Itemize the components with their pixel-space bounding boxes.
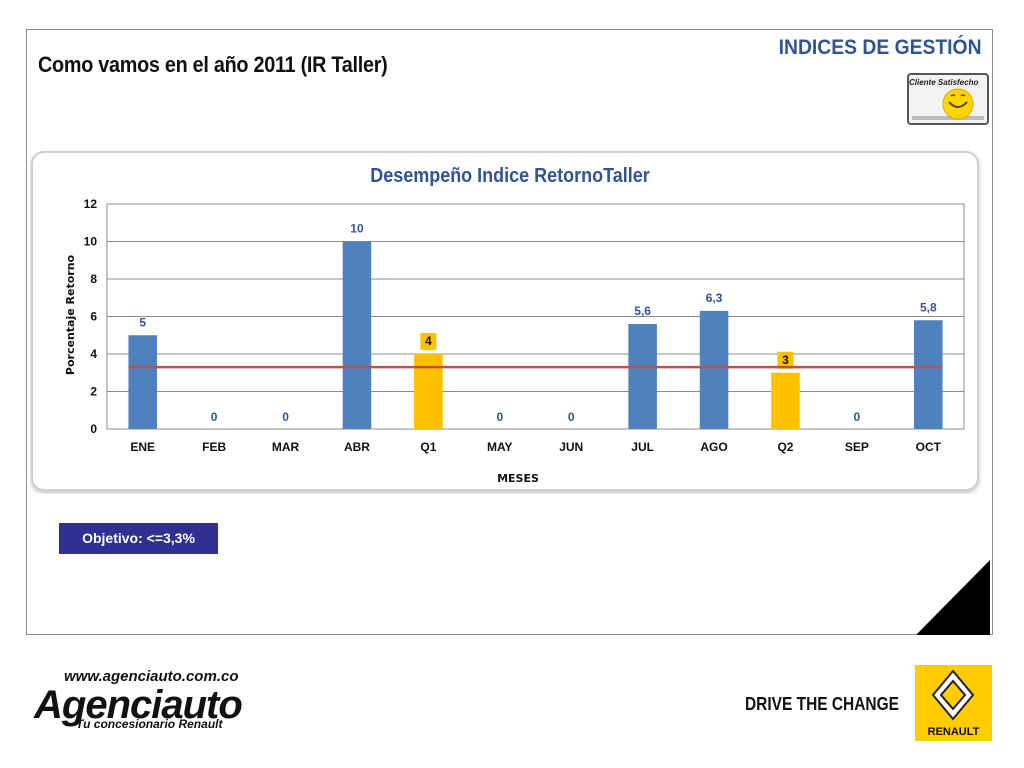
- objective-box: Objetivo: <=3,3%: [59, 523, 218, 554]
- section-title: INDICES DE GESTIÓN: [779, 36, 982, 59]
- x-tick-label: MAY: [487, 440, 513, 454]
- y-tick-label: 2: [90, 385, 97, 399]
- data-label: 10: [350, 222, 364, 236]
- data-label: 0: [282, 410, 289, 424]
- data-label: 0: [496, 410, 503, 424]
- bar: [414, 354, 443, 429]
- renault-wordmark: RENAULT: [927, 726, 980, 738]
- x-tick-label: JUN: [559, 440, 583, 454]
- x-tick-label: MAR: [272, 440, 300, 454]
- bar-chart: Desempeño Indice RetornoTaller Porcentaj…: [31, 151, 979, 491]
- x-tick-label: ENE: [130, 440, 155, 454]
- x-tick-label: JUL: [631, 440, 654, 454]
- y-tick-label: 4: [90, 347, 97, 361]
- data-label: 4: [425, 334, 432, 348]
- bar: [914, 320, 943, 429]
- data-label: 5,6: [634, 304, 651, 318]
- slogan: DRIVE THE CHANGE: [745, 694, 899, 714]
- brand-tagline: Tu concesionario Renault: [76, 717, 223, 731]
- x-tick-label: FEB: [202, 440, 226, 454]
- data-label: 3: [782, 353, 789, 367]
- chart-card: Desempeño Indice RetornoTaller Porcentaj…: [30, 150, 982, 494]
- y-axis-title: Porcentaje Retorno: [64, 254, 77, 375]
- bar: [771, 372, 800, 429]
- page-title: Como vamos en el año 2011 (IR Taller): [38, 52, 388, 77]
- x-tick-label: SEP: [845, 440, 869, 454]
- data-label-box: [420, 333, 437, 350]
- bar: [628, 324, 657, 429]
- y-tick-label: 6: [90, 310, 97, 324]
- chart-title: Desempeño Indice RetornoTaller: [370, 165, 650, 187]
- x-axis-title: MESES: [497, 472, 539, 485]
- x-tick-label: Q2: [777, 440, 793, 454]
- page-corner-icon: [916, 560, 990, 635]
- y-tick-label: 8: [90, 272, 97, 286]
- badge-card-icon: [907, 73, 989, 125]
- bar: [699, 310, 729, 429]
- chart-background: [31, 151, 979, 491]
- bar: [342, 241, 372, 429]
- bar: [128, 335, 157, 429]
- y-tick-label: 12: [84, 197, 98, 211]
- footer-url: www.agenciauto.com.co: [64, 668, 239, 685]
- data-label: 5: [139, 315, 146, 329]
- renault-logo: RENAULT: [915, 665, 992, 741]
- data-label: 5,8: [920, 300, 937, 314]
- x-tick-label: OCT: [916, 440, 942, 454]
- x-tick-label: ABR: [344, 440, 370, 454]
- satisfied-customer-badge: Cliente Satisfecho: [906, 72, 990, 126]
- x-tick-label: Q1: [420, 440, 436, 454]
- data-label: 0: [568, 410, 575, 424]
- x-tick-label: AGO: [700, 440, 727, 454]
- renault-diamond-icon: [931, 669, 975, 721]
- y-tick-label: 0: [90, 422, 97, 436]
- data-label-box: [777, 351, 794, 369]
- data-label: 0: [854, 410, 861, 424]
- data-label: 6,3: [706, 291, 723, 305]
- brand-logo: Agenciauto: [34, 683, 243, 727]
- data-label: 0: [211, 410, 218, 424]
- y-tick-label: 10: [84, 235, 98, 249]
- badge-label: Cliente Satisfecho: [909, 78, 979, 87]
